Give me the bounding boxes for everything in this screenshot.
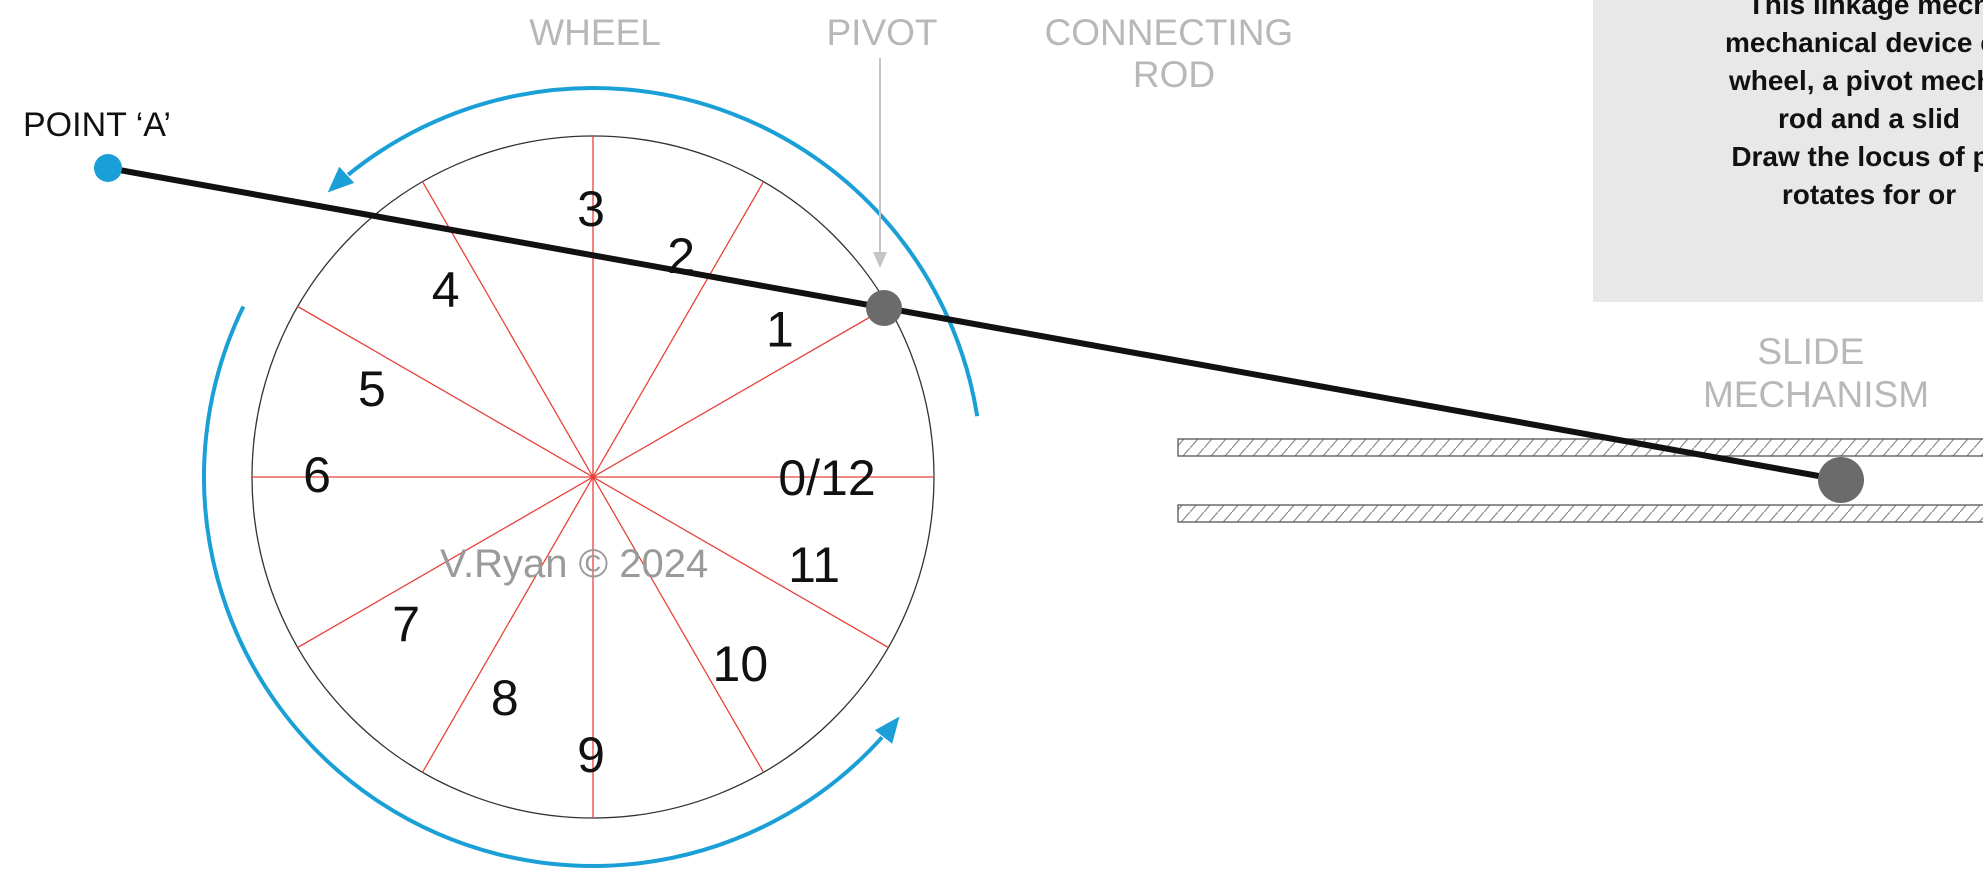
position-number: 9 (577, 727, 605, 783)
position-number: 0/12 (778, 450, 875, 506)
slide-rail-bottom (1177, 504, 1983, 523)
position-number: 1 (766, 302, 794, 358)
connecting-rod-label: CONNECTING ROD (1044, 12, 1303, 95)
instruction-line: mechanical device co (1725, 27, 1983, 58)
instruction-line: wheel, a pivot mecha (1728, 65, 1983, 96)
position-number: 5 (358, 361, 386, 417)
division-line (297, 305, 889, 649)
slider-joint (1818, 457, 1864, 503)
instruction-box (1593, 0, 1983, 302)
watermark: V.Ryan © 2024 (440, 542, 708, 586)
position-number: 6 (303, 447, 331, 503)
instruction-text: This linkage mech mechanical device co whe… (1725, 0, 1983, 210)
position-number: 7 (392, 596, 420, 652)
position-number: 11 (788, 537, 840, 593)
point-a-marker (94, 154, 122, 182)
position-number: 8 (491, 670, 519, 726)
pivot-pointer (873, 58, 887, 268)
position-number: 10 (713, 636, 769, 692)
rotation-arrow-top (327, 86, 980, 417)
position-number: 4 (432, 262, 460, 318)
instruction-line: rod and a slid (1778, 103, 1960, 134)
instruction-line: This linkage mech (1748, 0, 1983, 20)
rotation-arrow-bottom (202, 305, 900, 868)
instruction-line: rotates for or (1782, 179, 1956, 210)
pivot-label: PIVOT (826, 12, 937, 53)
instruction-line: Draw the locus of po (1731, 141, 1983, 172)
point-a-label: POINT ‘A’ (23, 106, 171, 144)
wheel-label: WHEEL (529, 12, 661, 53)
position-number: 3 (577, 181, 605, 237)
slide-rail-top (1177, 438, 1983, 457)
slide-mechanism-label: SLIDE MECHANISM (1703, 331, 1929, 415)
pivot-joint (866, 290, 902, 326)
wheel-divisions (252, 136, 934, 818)
connecting-rod (105, 165, 1844, 483)
